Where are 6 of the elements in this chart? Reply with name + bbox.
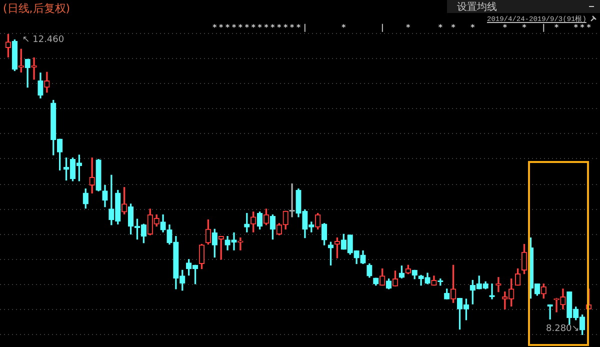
chart-title: (日线,后复权) [3, 1, 70, 16]
annotation: 8.280↘ [546, 324, 580, 335]
text: * * * * * * * * * * * * * * | * | * * * * * * | * * * * [212, 23, 592, 32]
annotation: ↖ 12.460 [22, 35, 64, 46]
text: 设置均线 [457, 0, 497, 14]
candlestick [547, 304, 553, 320]
